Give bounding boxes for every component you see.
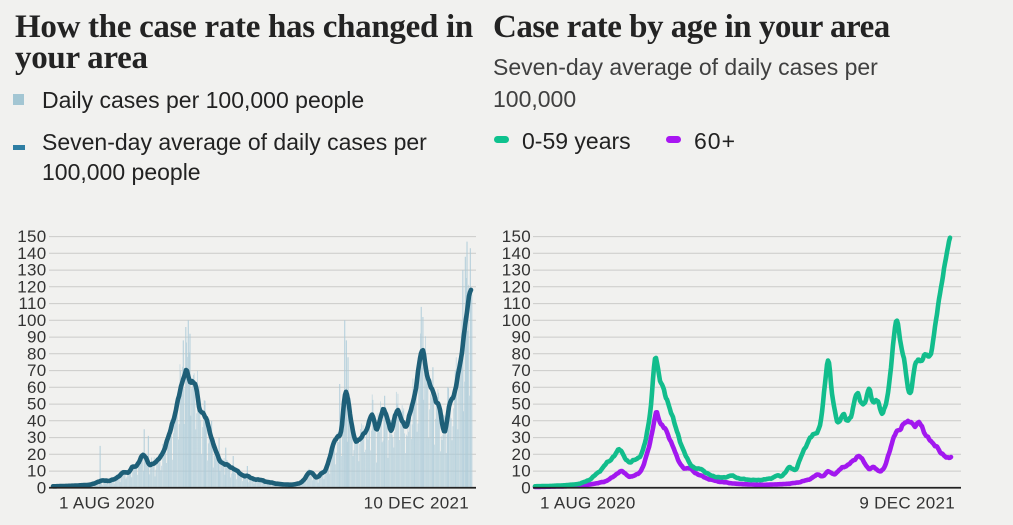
svg-text:40: 40 [511,411,531,430]
svg-text:40: 40 [27,411,47,430]
svg-text:130: 130 [17,261,46,280]
svg-text:110: 110 [18,294,46,313]
svg-text:100: 100 [502,311,531,330]
svg-text:110: 110 [503,294,531,313]
svg-text:120: 120 [17,277,46,296]
svg-text:10: 10 [27,462,47,481]
svg-text:9 DEC 2021: 9 DEC 2021 [859,494,955,513]
svg-text:30: 30 [27,428,47,447]
svg-text:80: 80 [27,344,47,363]
svg-text:20: 20 [27,445,47,464]
svg-text:120: 120 [502,277,531,296]
svg-text:1 AUG 2020: 1 AUG 2020 [540,494,636,513]
svg-text:80: 80 [511,344,531,363]
svg-text:50: 50 [511,395,531,414]
svg-text:140: 140 [17,244,46,263]
svg-text:70: 70 [27,361,47,380]
svg-text:90: 90 [511,328,531,347]
svg-text:100: 100 [17,311,46,330]
svg-text:140: 140 [502,244,531,263]
svg-text:90: 90 [27,328,47,347]
svg-text:60: 60 [511,378,531,397]
svg-text:130: 130 [502,261,531,280]
svg-text:1 AUG 2020: 1 AUG 2020 [59,494,155,513]
svg-text:10: 10 [511,462,531,481]
svg-text:30: 30 [511,428,531,447]
svg-text:50: 50 [27,395,47,414]
svg-text:0: 0 [521,478,531,497]
svg-text:0: 0 [37,478,47,497]
svg-text:150: 150 [502,227,531,246]
svg-text:70: 70 [511,361,531,380]
svg-text:150: 150 [17,227,46,246]
svg-text:20: 20 [511,445,531,464]
svg-text:10 DEC 2021: 10 DEC 2021 [364,494,469,513]
svg-text:60: 60 [27,378,47,397]
